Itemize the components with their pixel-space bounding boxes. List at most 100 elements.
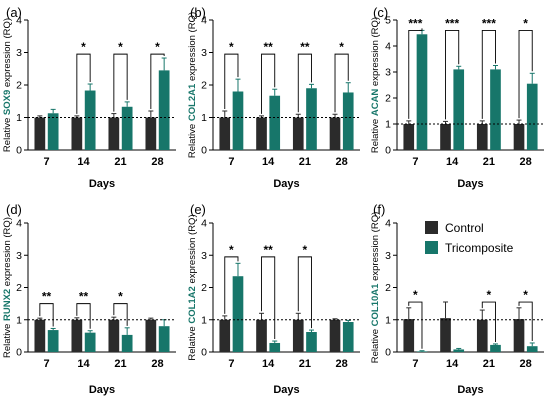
x-tick-label: 21 xyxy=(114,358,126,370)
bar-control-14 xyxy=(440,124,451,150)
significance-label: * xyxy=(303,243,308,257)
significance-bracket xyxy=(445,29,460,120)
bar-control-7 xyxy=(34,117,46,150)
y-axis-label: Relative RUNX2 expression (RQ) xyxy=(2,217,13,358)
legend-label-control: Control xyxy=(445,221,484,235)
x-tick-label: 7 xyxy=(228,156,234,168)
significance-label: * xyxy=(487,288,492,302)
y-tick-label: 5 xyxy=(385,15,391,27)
significance-bracket xyxy=(224,256,239,314)
y-axis-label-prefix: Relative xyxy=(187,324,198,361)
x-tick-label: 28 xyxy=(151,156,163,168)
y-tick-label: 2 xyxy=(385,282,391,294)
y-tick-label: 3 xyxy=(385,67,391,79)
bar-tricomposite-7 xyxy=(232,91,244,150)
y-axis-label-prefix: Relative xyxy=(2,115,13,152)
x-tick-label: 14 xyxy=(262,156,275,168)
significance-bracket xyxy=(518,29,533,119)
panel-letter: (a) xyxy=(6,5,22,20)
bar-control-28 xyxy=(329,319,341,352)
significance-bracket xyxy=(481,29,496,119)
panel-letter: (e) xyxy=(190,202,206,217)
x-tick-label: 28 xyxy=(520,156,532,168)
bar-tricomposite-14 xyxy=(453,69,465,150)
x-axis-label: Days xyxy=(457,384,483,396)
bar-control-7 xyxy=(219,117,231,150)
x-tick-label: 28 xyxy=(336,358,348,370)
y-tick-label: 2 xyxy=(385,93,391,105)
x-tick-label: 28 xyxy=(336,156,348,168)
legend-swatch-tricomposite xyxy=(425,241,438,254)
bar-tricomposite-28 xyxy=(158,70,170,150)
panel-letter: (c) xyxy=(373,5,388,20)
y-axis-label-suffix: expression (RQ) xyxy=(370,212,381,284)
y-axis-label-prefix: Relative xyxy=(187,121,198,158)
significance-label: * xyxy=(339,40,344,54)
x-axis-label: Days xyxy=(457,178,483,190)
y-tick-label: 4 xyxy=(201,218,207,230)
significance-label: * xyxy=(523,288,528,302)
x-tick-label: 28 xyxy=(151,358,163,370)
y-tick-label: 4 xyxy=(385,218,391,230)
x-tick-label: 7 xyxy=(43,358,49,370)
y-tick-label: 2 xyxy=(201,80,207,92)
y-tick-label: 3 xyxy=(201,250,207,262)
bar-tricomposite-21 xyxy=(121,334,133,352)
bar-control-7 xyxy=(403,124,415,150)
bar-tricomposite-14 xyxy=(269,342,281,352)
bar-tricomposite-7 xyxy=(416,351,428,352)
bar-control-21 xyxy=(476,124,488,150)
x-tick-label: 14 xyxy=(446,358,459,370)
significance-label: * xyxy=(118,290,123,304)
bar-tricomposite-28 xyxy=(158,326,170,352)
significance-label: * xyxy=(413,288,418,302)
significance-label: * xyxy=(229,243,234,257)
y-tick-label: 2 xyxy=(16,80,22,92)
y-tick-label: 3 xyxy=(385,250,391,262)
y-tick-label: 4 xyxy=(201,15,207,27)
bar-tricomposite-28 xyxy=(342,92,354,150)
y-tick-label: 1 xyxy=(385,314,391,326)
y-tick-label: 0 xyxy=(385,145,391,157)
bar-tricomposite-14 xyxy=(84,332,96,352)
significance-bracket xyxy=(518,301,533,341)
significance-bracket xyxy=(76,53,91,114)
significance-bracket xyxy=(113,53,128,112)
significance-label: ** xyxy=(79,290,89,304)
bar-tricomposite-14 xyxy=(84,90,96,150)
y-axis-label-gene: ACAN xyxy=(370,89,381,117)
bar-tricomposite-7 xyxy=(232,276,244,352)
y-tick-label: 1 xyxy=(16,112,22,124)
y-tick-label: 0 xyxy=(201,347,207,359)
y-axis-label-gene: COL1A2 xyxy=(187,286,198,323)
bar-tricomposite-21 xyxy=(121,106,133,150)
bar-control-14 xyxy=(71,319,83,352)
bar-tricomposite-14 xyxy=(269,95,281,150)
x-tick-label: 21 xyxy=(299,358,311,370)
bar-control-21 xyxy=(108,117,120,150)
significance-label: ** xyxy=(263,243,273,257)
y-tick-label: 1 xyxy=(201,112,207,124)
y-tick-label: 2 xyxy=(16,282,22,294)
bar-control-14 xyxy=(71,117,83,150)
significance-bracket xyxy=(297,256,312,329)
x-tick-label: 7 xyxy=(412,156,418,168)
panel-letter: (b) xyxy=(190,5,206,20)
significance-bracket xyxy=(408,28,423,119)
bar-control-28 xyxy=(145,319,157,352)
bar-tricomposite-28 xyxy=(342,322,354,352)
x-tick-label: 28 xyxy=(520,358,532,370)
bar-control-28 xyxy=(145,117,157,150)
bar-tricomposite-21 xyxy=(306,88,317,150)
bar-tricomposite-28 xyxy=(526,346,538,352)
bar-tricomposite-7 xyxy=(47,113,59,150)
x-tick-label: 21 xyxy=(299,156,311,168)
y-axis-label: Relative COL10A1 expression (RQ) xyxy=(370,212,381,364)
bar-tricomposite-21 xyxy=(490,344,501,352)
bar-tricomposite-14 xyxy=(453,349,465,352)
x-tick-label: 7 xyxy=(228,358,234,370)
